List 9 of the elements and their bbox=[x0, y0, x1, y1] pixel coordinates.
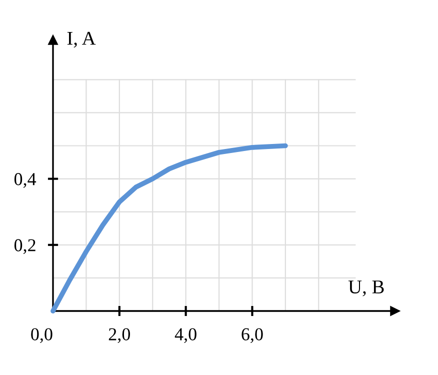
x-axis-title: U, B bbox=[348, 280, 384, 296]
x-tick-label: 6,0 bbox=[242, 328, 263, 343]
line-series bbox=[50, 143, 288, 314]
x-tick-label: 0,0 bbox=[31, 328, 52, 343]
y-tick-label: 0,4 bbox=[14, 173, 36, 188]
x-tick-label: 2,0 bbox=[108, 328, 130, 343]
x-tick-label: 4,0 bbox=[174, 328, 196, 343]
y-axis-title: I, A bbox=[67, 32, 96, 48]
y-tick-label: 0,2 bbox=[14, 239, 36, 254]
